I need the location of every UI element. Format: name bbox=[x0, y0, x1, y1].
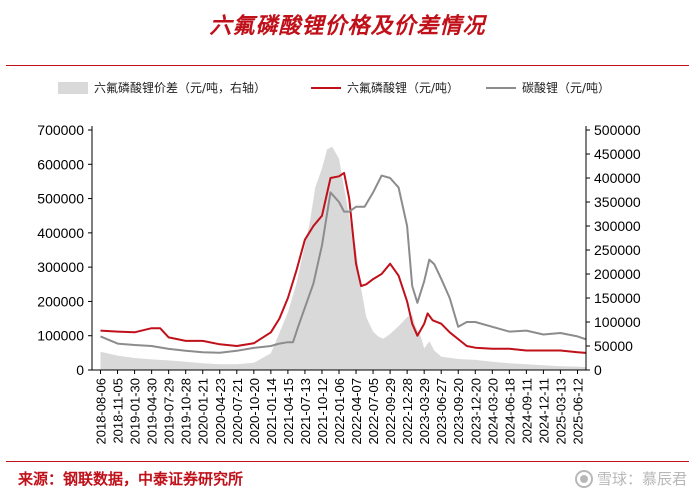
x-tick-label: 2025-06-12 bbox=[570, 378, 585, 445]
x-tick-label: 2022-12-28 bbox=[400, 378, 415, 445]
series-line-lipf6 bbox=[100, 171, 587, 354]
y-right-tick-label: 0 bbox=[594, 362, 602, 378]
x-tick-label: 2021-04-15 bbox=[281, 378, 296, 445]
x-tick-label: 2022-04-07 bbox=[349, 378, 364, 445]
y-right-tick-label: 200000 bbox=[594, 266, 641, 282]
snowball-logo-icon bbox=[574, 469, 593, 488]
x-tick-label: 2023-12-20 bbox=[468, 378, 483, 445]
x-tick-label: 2022-07-05 bbox=[366, 378, 381, 445]
series-area-spread bbox=[100, 146, 586, 370]
x-tick-label: 2025-03-13 bbox=[553, 378, 568, 445]
y-left-tick-label: 0 bbox=[76, 362, 84, 378]
chart-title: 六氟磷酸锂价格及价差情况 bbox=[209, 13, 486, 39]
x-tick-label: 2018-11-05 bbox=[111, 378, 126, 444]
x-tick-label: 2019-07-29 bbox=[162, 378, 177, 445]
y-right-tick-label: 350000 bbox=[594, 194, 641, 210]
y-right-tick-label: 400000 bbox=[594, 170, 641, 186]
title-underline bbox=[6, 65, 689, 66]
y-left-tick-label: 300000 bbox=[37, 259, 84, 275]
series-line-li2co3 bbox=[100, 174, 587, 354]
legend-label-spread: 六氟磷酸锂价差（元/吨，右轴） bbox=[94, 81, 267, 95]
x-tick-label: 2023-06-27 bbox=[434, 378, 449, 445]
y-right-tick-label: 450000 bbox=[594, 146, 641, 162]
x-tick-label: 2022-01-06 bbox=[332, 378, 347, 445]
x-tick-label: 2023-03-29 bbox=[417, 378, 432, 445]
x-tick-label: 2018-08-06 bbox=[94, 378, 109, 445]
y-left-tick-label: 600000 bbox=[37, 156, 84, 172]
y-right-tick-label: 500000 bbox=[594, 122, 641, 138]
y-right-tick-label: 100000 bbox=[594, 314, 641, 330]
y-right-tick-label: 150000 bbox=[594, 290, 641, 306]
x-tick-label: 2022-09-29 bbox=[383, 378, 398, 445]
legend-swatch-spread bbox=[58, 81, 88, 94]
legend-item-spread: 六氟磷酸锂价差（元/吨，右轴） bbox=[58, 79, 266, 96]
chart-legend: 六氟磷酸锂价差（元/吨，右轴） 六氟磷酸锂（元/吨） 碳酸锂（元/吨） bbox=[0, 79, 695, 99]
legend-swatch-li2co3 bbox=[486, 86, 516, 89]
x-tick-label: 2019-10-28 bbox=[179, 378, 194, 445]
x-tick-label: 2021-01-14 bbox=[264, 378, 279, 445]
x-tick-label: 2019-04-30 bbox=[145, 378, 160, 445]
x-tick-label: 2020-07-21 bbox=[230, 378, 245, 445]
x-tick-label: 2021-07-13 bbox=[298, 378, 313, 445]
y-right-tick-label: 300000 bbox=[594, 218, 641, 234]
x-tick-label: 2024-06-18 bbox=[502, 378, 517, 445]
x-tick-label: 2020-01-21 bbox=[196, 378, 211, 445]
y-left-tick-label: 400000 bbox=[37, 225, 84, 241]
y-left-tick-label: 200000 bbox=[37, 293, 84, 309]
watermark-text: 雪球：慕辰君 bbox=[596, 470, 687, 488]
footer-rule bbox=[6, 461, 689, 462]
y-left-tick-label: 700000 bbox=[37, 122, 84, 138]
legend-swatch-lipf6 bbox=[311, 86, 341, 89]
y-left-tick-label: 100000 bbox=[37, 328, 84, 344]
y-right-tick-label: 50000 bbox=[594, 338, 633, 354]
legend-label-lipf6: 六氟磷酸锂（元/吨） bbox=[347, 81, 460, 95]
source-note: 来源：钢联数据，中泰证券研究所 bbox=[18, 470, 244, 488]
x-tick-label: 2021-10-12 bbox=[315, 378, 330, 445]
legend-item-li2co3: 碳酸锂（元/吨） bbox=[486, 79, 610, 96]
y-left-tick-label: 500000 bbox=[37, 191, 84, 207]
x-tick-label: 2020-10-20 bbox=[247, 378, 262, 445]
legend-item-lipf6: 六氟磷酸锂（元/吨） bbox=[311, 79, 459, 96]
watermark: 雪球：慕辰君 bbox=[574, 468, 687, 489]
x-tick-label: 2024-09-11 bbox=[519, 378, 534, 444]
y-right-tick-label: 250000 bbox=[594, 242, 641, 258]
x-tick-label: 2019-01-30 bbox=[128, 378, 143, 445]
x-tick-label: 2023-09-20 bbox=[451, 378, 466, 445]
x-tick-label: 2024-12-11 bbox=[536, 378, 551, 444]
x-tick-label: 2024-03-20 bbox=[485, 378, 500, 445]
x-tick-label: 2020-04-23 bbox=[213, 378, 228, 445]
legend-label-li2co3: 碳酸锂（元/吨） bbox=[522, 81, 611, 95]
